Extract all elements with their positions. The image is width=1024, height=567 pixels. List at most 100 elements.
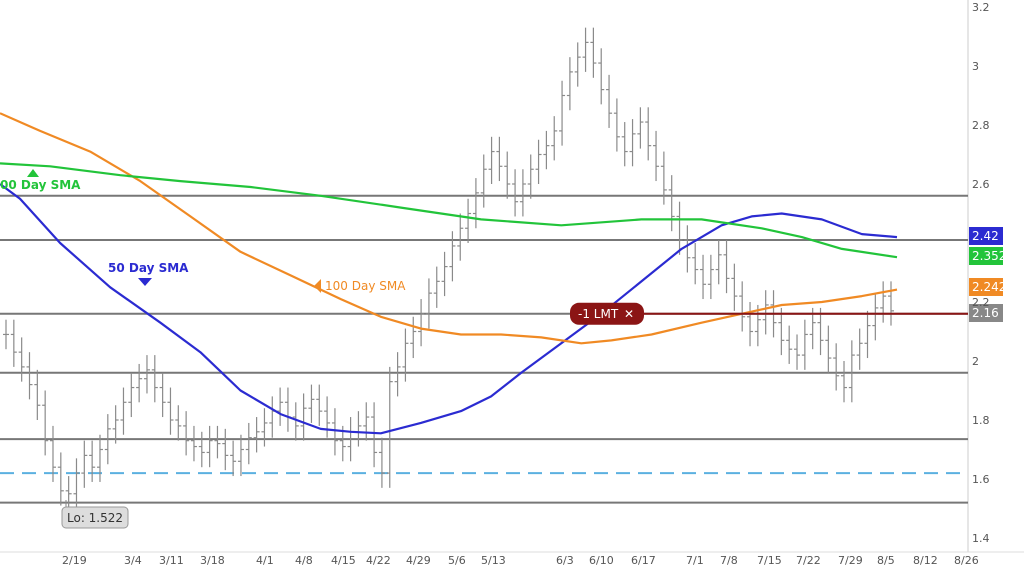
price-bar bbox=[73, 458, 80, 509]
price-bar bbox=[566, 57, 573, 111]
x-tick-label: 7/8 bbox=[720, 554, 738, 567]
x-tick-label: 8/5 bbox=[877, 554, 895, 567]
price-bar bbox=[34, 369, 41, 420]
price-bar bbox=[175, 405, 182, 441]
price-bar bbox=[237, 434, 244, 477]
price-bar bbox=[410, 316, 417, 359]
price-bar bbox=[418, 299, 425, 347]
sma50-marker-icon bbox=[138, 278, 152, 286]
x-tick-label: 3/11 bbox=[159, 554, 184, 567]
sma200-value-tag-bg bbox=[969, 247, 1003, 265]
x-tick-label: 7/22 bbox=[796, 554, 821, 567]
x-tick-label: 2/19 bbox=[62, 554, 87, 567]
sma200-value-tag: 2.352 bbox=[969, 247, 1006, 265]
price-bar bbox=[747, 302, 754, 347]
price-bar bbox=[96, 434, 103, 482]
price-bar bbox=[778, 307, 785, 356]
sma100-value-tag-bg bbox=[969, 278, 1003, 296]
y-tick-label: 1.4 bbox=[972, 532, 990, 545]
price-bar bbox=[42, 390, 49, 456]
x-tick-label: 7/1 bbox=[686, 554, 704, 567]
price-bar bbox=[715, 240, 722, 285]
x-tick-label: 6/17 bbox=[631, 554, 656, 567]
price-bar bbox=[89, 440, 96, 482]
price-bar bbox=[504, 151, 511, 199]
y-tick-label: 1.6 bbox=[972, 473, 990, 486]
price-bar bbox=[371, 402, 378, 468]
price-bar bbox=[253, 417, 260, 453]
limit-order-label: -1 LMT bbox=[578, 307, 619, 321]
price-bar bbox=[707, 254, 714, 300]
low-box bbox=[61, 506, 129, 529]
sma50-value-tag: 2.42 bbox=[969, 227, 1003, 245]
price-bar bbox=[167, 387, 174, 435]
price-bar bbox=[645, 107, 652, 161]
price-bar bbox=[786, 325, 793, 364]
price-bar bbox=[754, 304, 761, 347]
price-bar bbox=[888, 281, 894, 326]
price-bar bbox=[864, 310, 871, 359]
price-bar bbox=[433, 266, 440, 308]
x-tick-label: 5/6 bbox=[448, 554, 466, 567]
sma100-value-tag: 2.242 bbox=[969, 278, 1006, 296]
price-bar bbox=[49, 425, 56, 482]
price-bar bbox=[833, 343, 840, 391]
price-bar bbox=[794, 334, 801, 370]
price-bar bbox=[402, 328, 409, 382]
x-tick-label: 6/3 bbox=[556, 554, 574, 567]
price-bar bbox=[762, 290, 769, 335]
y-tick-label: 2.6 bbox=[972, 178, 990, 191]
price-bar bbox=[488, 136, 495, 184]
price-bar bbox=[10, 319, 17, 367]
x-tick-label: 5/13 bbox=[481, 554, 506, 567]
price-bar bbox=[425, 278, 432, 329]
price-bar bbox=[65, 476, 72, 509]
price-bar bbox=[378, 437, 385, 488]
x-tick-label: 4/15 bbox=[331, 554, 356, 567]
limit-order-badge: -1 LMT ✕ bbox=[570, 302, 644, 325]
last-price-tag-bg bbox=[969, 304, 1003, 322]
x-tick-label: 4/22 bbox=[366, 554, 391, 567]
price-bar bbox=[198, 431, 205, 468]
limit-order-badge-bg bbox=[570, 302, 644, 325]
price-bar bbox=[590, 27, 597, 78]
price-bar bbox=[582, 27, 589, 72]
price-bar bbox=[574, 42, 581, 87]
low-annotation: Lo: 1.522 bbox=[61, 500, 129, 529]
price-bar bbox=[261, 408, 268, 447]
price-bar bbox=[527, 154, 534, 199]
price-bar bbox=[700, 254, 707, 300]
price-bar bbox=[230, 440, 237, 477]
moving-averages bbox=[0, 112, 898, 435]
price-bar bbox=[57, 452, 64, 506]
price-bar bbox=[621, 122, 628, 167]
price-bar bbox=[880, 281, 887, 323]
price-bar bbox=[660, 151, 667, 205]
price-bar bbox=[324, 396, 331, 438]
price-bar bbox=[441, 251, 448, 297]
price-bar bbox=[18, 337, 25, 382]
price-bar bbox=[120, 387, 127, 435]
y-tick-label: 3.2 bbox=[972, 1, 990, 14]
100-day-sma-line bbox=[0, 112, 898, 345]
sma50-value-tag-label: 2.42 bbox=[972, 229, 999, 243]
price-axis: 1.4 1.6 1.8 2 2.2 2.6 2.8 3 3.2 bbox=[972, 1, 990, 545]
price-bar bbox=[190, 425, 197, 462]
price-bar bbox=[543, 130, 550, 170]
sma200-value-tag-label: 2.352 bbox=[972, 249, 1006, 263]
x-tick-label: 7/15 bbox=[757, 554, 782, 567]
50-day-sma-line bbox=[0, 183, 898, 435]
price-bar bbox=[825, 325, 832, 373]
price-bar bbox=[512, 169, 519, 217]
y-tick-label: 3 bbox=[972, 60, 979, 73]
y-tick-label: 2.2 bbox=[972, 296, 990, 309]
price-bar bbox=[519, 169, 526, 217]
x-tick-label: 4/8 bbox=[295, 554, 313, 567]
price-bar bbox=[386, 366, 393, 488]
price-bar bbox=[856, 328, 863, 370]
y-tick-label: 2 bbox=[972, 355, 979, 368]
price-bar bbox=[128, 372, 135, 418]
